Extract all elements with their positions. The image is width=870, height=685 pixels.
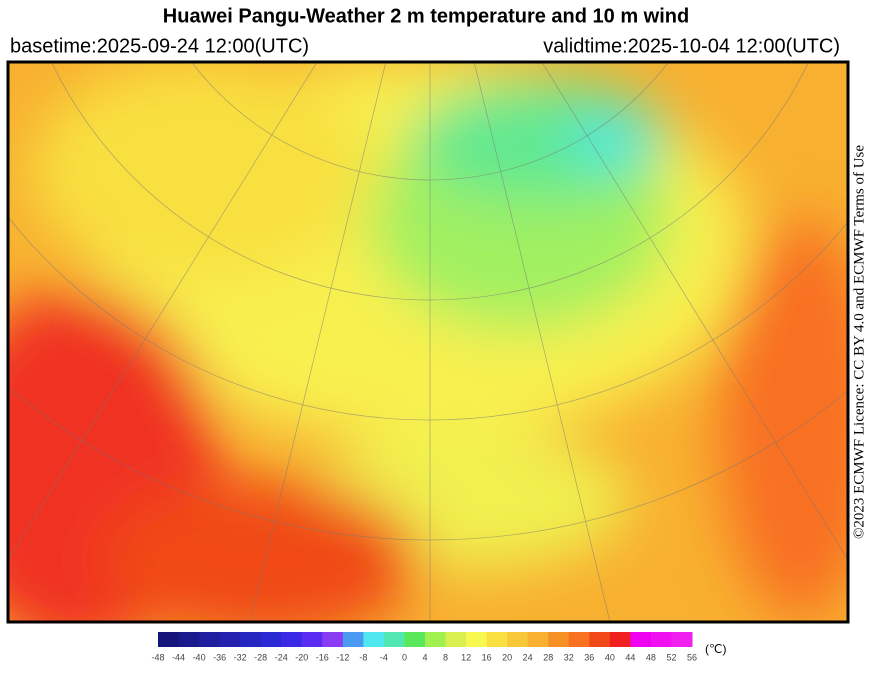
colorbar-segment: [240, 632, 262, 647]
colorbar-segment: [342, 632, 364, 647]
colorbar-tick-label: 24: [523, 652, 533, 662]
colorbar-segment: [548, 632, 570, 647]
colorbar-segment: [383, 632, 405, 647]
colorbar-tick-label: 16: [482, 652, 492, 662]
colorbar-tick-label: -12: [336, 652, 349, 662]
colorbar-tick-label: 4: [422, 652, 427, 662]
colorbar-tick-label: 56: [687, 652, 697, 662]
colorbar-tick-label: -40: [193, 652, 206, 662]
colorbar-segment: [301, 632, 323, 647]
temperature-map: [8, 62, 848, 622]
colorbar-tick-label: -4: [380, 652, 388, 662]
colorbar-tick-label: -24: [275, 652, 288, 662]
colorbar-segment: [425, 632, 447, 647]
colorbar-tick-label: 40: [605, 652, 615, 662]
colorbar-segment: [363, 632, 385, 647]
colorbar-tick-label: -8: [359, 652, 367, 662]
colorbar-tick-label: 52: [666, 652, 676, 662]
colorbar-segment: [178, 632, 200, 647]
colorbar-tick-label: -32: [234, 652, 247, 662]
colorbar-segment: [568, 632, 590, 647]
basetime: basetime:2025-09-24 12:00(UTC): [10, 35, 309, 57]
colorbar-segment: [219, 632, 241, 647]
colorbar-tick-label: 32: [564, 652, 574, 662]
colorbar-segment: [671, 632, 693, 647]
colorbar-tick-label: 28: [543, 652, 553, 662]
colorbar-segment: [486, 632, 508, 647]
colorbar-segment: [507, 632, 529, 647]
colorbar-segment: [260, 632, 282, 647]
validtime: validtime:2025-10-04 12:00(UTC): [543, 35, 840, 57]
colorbar-segment: [527, 632, 549, 647]
colorbar-segment: [466, 632, 488, 647]
map-frame: [6, 60, 850, 624]
title: Huawei Pangu-Weather 2 m temperature and…: [163, 5, 689, 27]
colorbar-segment: [404, 632, 426, 647]
colorbar-tick-label: 8: [443, 652, 448, 662]
colorbar-segment: [281, 632, 303, 647]
colorbar-tick-label: -20: [295, 652, 308, 662]
colorbar-segment: [630, 632, 652, 647]
colorbar-segment: [589, 632, 611, 647]
colorbar-tick-label: -28: [254, 652, 267, 662]
licence: ©2023 ECMWF Licence: CC BY 4.0 and ECMWF…: [851, 145, 867, 539]
colorbar-segment: [609, 632, 631, 647]
colorbar-segment: [445, 632, 467, 647]
colorbar-segment: [158, 632, 180, 647]
colorbar-tick-label: 48: [646, 652, 656, 662]
colorbar-segment: [322, 632, 344, 647]
colorbar-tick-label: 20: [502, 652, 512, 662]
colorbar-segment: [199, 632, 221, 647]
colorbar-segment: [650, 632, 672, 647]
colorbar-tick-label: 0: [402, 652, 407, 662]
colorbar: -48 -44 -40 -36 -32 -28 -24 -20 -16 -12 -8 -4 0 4 8 12 1…: [151, 632, 697, 662]
colorbar-tick-label: 12: [461, 652, 471, 662]
colorbar-tick-label: -44: [172, 652, 185, 662]
colorbar-tick-label: 44: [625, 652, 635, 662]
colorbar-unit: (℃): [705, 642, 726, 656]
colorbar-tick-label: -16: [316, 652, 329, 662]
colorbar-tick-label: -36: [213, 652, 226, 662]
colorbar-tick-label: 36: [584, 652, 594, 662]
colorbar-tick-label: -48: [151, 652, 164, 662]
